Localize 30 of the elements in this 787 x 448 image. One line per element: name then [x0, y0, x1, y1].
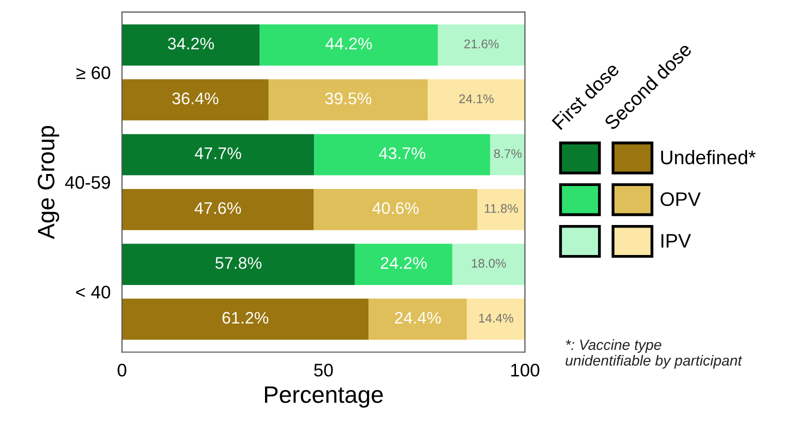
- legend-label: Undefined*: [661, 150, 756, 164]
- data-label: 24.2%: [380, 257, 427, 269]
- data-label: 39.5%: [325, 92, 372, 104]
- x-tick-label: 50: [314, 364, 333, 376]
- y-axis-title: Age Group: [38, 126, 60, 240]
- data-label: 36.4%: [172, 92, 218, 104]
- x-tick-label: 100: [511, 364, 540, 376]
- data-label: 47.7%: [194, 147, 242, 160]
- y-tick-label: < 40: [76, 286, 110, 299]
- data-label: 8.7%: [494, 149, 522, 158]
- data-label: 24.1%: [459, 94, 494, 104]
- data-label: 44.2%: [326, 38, 372, 50]
- data-label: 18.0%: [472, 258, 506, 268]
- data-label: 40.6%: [372, 202, 419, 214]
- y-tick-label: ≥ 60: [76, 66, 110, 80]
- x-tick-label: 0: [118, 364, 126, 376]
- data-label: 21.6%: [464, 40, 499, 48]
- data-label: 61.2%: [222, 312, 268, 324]
- data-label: 43.7%: [378, 147, 426, 160]
- data-label: 24.4%: [394, 312, 441, 324]
- data-label: 47.6%: [194, 202, 241, 214]
- data-label: 14.4%: [479, 314, 514, 323]
- data-label: 11.8%: [484, 204, 518, 213]
- legend-label: IPV: [661, 234, 691, 248]
- data-label: 57.8%: [215, 257, 262, 269]
- text: *: Vaccine type unidentifiable by participant: [566, 339, 742, 369]
- y-tick-label: 40-59: [65, 176, 110, 189]
- x-axis-title: Percentage: [265, 386, 383, 408]
- data-label: 34.2%: [168, 38, 214, 50]
- legend-label: OPV: [660, 192, 701, 206]
